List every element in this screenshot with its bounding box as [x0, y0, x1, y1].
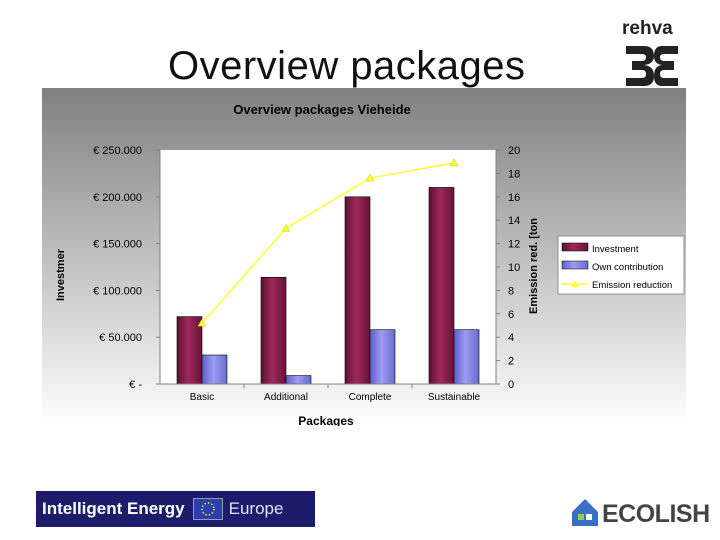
own-contribution-bar	[285, 375, 312, 385]
rehva-logo: rehva	[622, 18, 682, 90]
legend-label: Own contribution	[592, 262, 663, 273]
investment-bar	[344, 196, 371, 385]
y-tick-label: € 200.000	[93, 192, 142, 204]
slide-title: Overview packages	[168, 44, 526, 88]
emission-reduction-point	[449, 158, 459, 167]
y-tick-label: € -	[129, 379, 142, 391]
chart-svg: Overview packages Vieheide € - € 50.000 € …	[42, 88, 686, 428]
x-tick-label: Basic	[190, 392, 214, 403]
emission-reduction-point	[197, 318, 207, 327]
x-tick-label: Sustainable	[428, 392, 481, 403]
y2-tick-label: 8	[508, 285, 514, 297]
chart-panel: Overview packages Vieheide € - € 50.000 € …	[42, 88, 686, 428]
y2-tick-label: 4	[508, 332, 514, 344]
emission-reduction-line	[201, 162, 455, 324]
y2-tick-label: 18	[508, 168, 520, 180]
y-tick-label: € 50.000	[99, 332, 142, 344]
emission-reduction-point	[281, 223, 291, 232]
legend-swatch	[561, 242, 589, 252]
y-tick-label: € 150.000	[93, 239, 142, 251]
intelligent-energy-logo: Intelligent Energy Europe	[36, 491, 315, 527]
y-tick-label: € 100.000	[93, 285, 142, 297]
y2-tick-label: 12	[508, 239, 520, 251]
legend-swatch	[561, 260, 589, 270]
x-axis-label: Packages	[298, 414, 354, 426]
legend-marker	[571, 280, 579, 287]
y-axis-label: Investmer	[55, 248, 67, 301]
ecolish-house-icon	[572, 499, 598, 526]
intelligent-energy-text: Intelligent Energy	[42, 499, 185, 518]
chart-title: Overview packages Vieheide	[233, 102, 411, 117]
x-tick-label: Complete	[349, 392, 392, 403]
own-contribution-bar	[369, 329, 396, 385]
rehva-logo-text: rehva	[622, 18, 673, 39]
y-tick-label: € 250.000	[93, 145, 142, 157]
legend-label: Investment	[592, 244, 639, 255]
ecolish-text: ECOLISH	[602, 500, 710, 528]
europe-text: Europe	[228, 499, 284, 518]
legend-label: Emission reduction	[592, 280, 672, 291]
investment-bar	[428, 187, 455, 385]
y2-tick-label: 16	[508, 192, 520, 204]
y2-tick-label: 14	[508, 215, 520, 227]
eu-flag-icon	[192, 498, 223, 520]
y2-axis-label: Emission red. [ton	[528, 218, 540, 314]
own-contribution-bar	[453, 329, 480, 385]
emission-reduction-point	[365, 173, 375, 182]
rehva-emblem-icon	[626, 46, 678, 86]
own-contribution-bar	[201, 354, 228, 385]
ecolish-logo: ECOLISH	[570, 494, 710, 530]
investment-bar	[176, 316, 203, 385]
y2-tick-label: 20	[508, 145, 520, 157]
x-tick-label: Additional	[264, 392, 308, 403]
y2-tick-label: 10	[508, 262, 520, 274]
y2-tick-label: 2	[508, 356, 514, 368]
y2-tick-label: 6	[508, 309, 514, 321]
investment-bar	[260, 276, 287, 385]
y2-tick-label: 0	[508, 379, 514, 391]
